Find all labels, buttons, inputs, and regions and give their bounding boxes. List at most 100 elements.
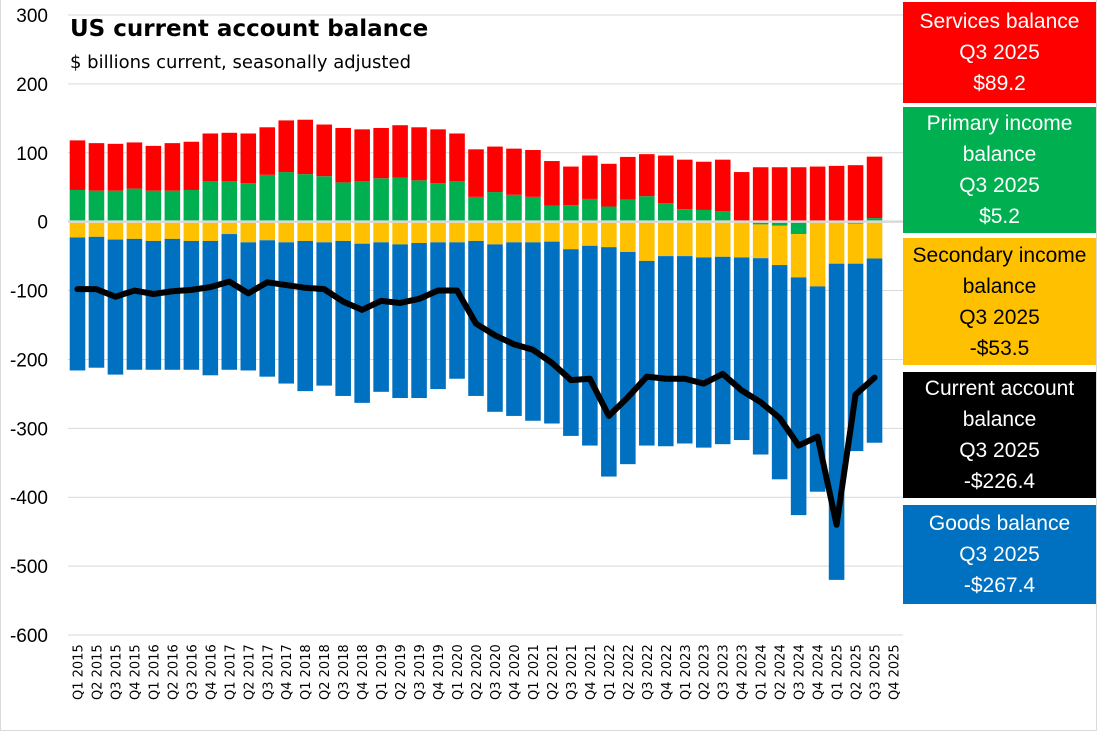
chart-title: US current account balance [70,16,429,42]
bar-primary-income-balance [88,190,105,222]
bar-services-balance [544,161,560,206]
bar-secondary-income-balance [107,221,124,240]
bar-primary-income-balance [430,183,446,222]
panel-value: -$53.5 [969,336,1030,360]
bar-primary-income-balance [183,189,200,222]
bar-goods-balance [582,245,598,446]
bar-goods-balance [620,251,636,465]
bar-primary-income-balance [582,198,598,222]
bar-goods-balance [88,236,105,368]
bar-primary-income-balance [676,209,693,222]
bar-goods-balance [658,256,674,447]
bar-primary-income-balance [525,196,541,222]
bar-secondary-income-balance [221,221,238,235]
x-tick-label: Q3 2016 [185,644,200,700]
secondary-income-balance-panel: Secondary income balance Q3 2025 -$53.5 [903,238,1096,365]
bar-secondary-income-balance [487,221,503,245]
bar-services-balance [828,165,845,222]
x-tick-label: Q2 2022 [622,644,637,700]
bar-primary-income-balance [107,190,124,222]
bar-goods-balance [297,240,313,392]
bar-services-balance [525,150,541,197]
bar-secondary-income-balance [88,221,105,237]
panel-value: $5.2 [979,205,1020,228]
bar-goods-balance [771,265,788,480]
bar-services-balance [601,163,617,207]
x-tick-label: Q2 2020 [470,644,485,700]
bar-goods-balance [202,240,219,376]
bar-primary-income-balance [145,190,162,222]
bar-secondary-income-balance [809,221,826,287]
bar-primary-income-balance [695,209,712,222]
bar-secondary-income-balance [145,221,162,241]
bar-primary-income-balance [506,194,522,222]
bar-secondary-income-balance [411,221,427,244]
bar-primary-income-balance [316,176,332,222]
bar-secondary-income-balance [601,221,617,248]
bar-goods-balance [278,242,295,384]
bar-services-balance [790,167,807,222]
current-account-line [74,278,878,528]
x-tick-label: Q2 2017 [242,644,257,700]
bar-primary-income-balance [411,180,427,222]
bar-goods-balance [354,243,370,403]
bar-services-balance [449,133,465,182]
bar-primary-income-balance [164,190,181,222]
bars [69,119,883,580]
x-tick-label: Q3 2021 [565,644,580,700]
bar-secondary-income-balance [506,221,522,243]
bar-primary-income-balance [335,182,351,222]
panel-value: -$226.4 [963,470,1036,493]
bar-goods-balance [145,240,162,370]
bar-secondary-income-balance [847,223,864,264]
bar-services-balance [259,127,276,175]
panel-label: Services balance [919,10,1080,33]
bar-primary-income-balance [487,192,503,222]
bar-secondary-income-balance [525,221,541,243]
panel-label-2: balance [962,408,1037,431]
y-tick-label: -200 [10,350,48,371]
bar-primary-income-balance [240,183,257,222]
y-tick-label: -600 [10,626,48,647]
x-tick-label: Q4 2021 [584,644,599,700]
bar-secondary-income-balance [866,221,883,259]
bar-secondary-income-balance [676,221,693,257]
panel-period: Q3 2025 [959,41,1040,64]
bar-secondary-income-balance [582,221,598,246]
x-tick-label: Q3 2024 [793,644,808,700]
bar-goods-balance [259,240,276,377]
y-tick-label: 200 [16,75,48,96]
bar-primary-income-balance [126,188,143,222]
bar-goods-balance [601,247,617,477]
x-tick-label: Q3 2015 [109,644,124,700]
y-tick-label: 100 [16,144,48,165]
bar-secondary-income-balance [202,221,219,241]
bar-goods-balance [449,242,465,379]
bar-primary-income-balance [771,221,788,226]
bar-goods-balance [525,242,541,421]
bar-goods-balance [430,242,446,390]
bar-goods-balance [714,256,731,445]
bar-services-balance [183,141,200,190]
bar-primary-income-balance [392,177,408,222]
panel-period: Q3 2025 [959,543,1040,566]
bar-primary-income-balance [563,205,579,222]
bar-secondary-income-balance [240,221,257,243]
bar-goods-balance [752,258,769,455]
bar-goods-balance [373,242,389,392]
bar-primary-income-balance [259,174,276,222]
bar-services-balance [240,133,257,184]
x-tick-label: Q3 2019 [413,644,428,700]
bar-services-balance [202,133,219,182]
panel-label-2: balance [962,143,1037,166]
bar-primary-income-balance [221,181,238,222]
x-tick-label: Q2 2025 [850,644,865,700]
x-tick-label: Q1 2024 [755,644,770,700]
x-tick-label: Q2 2018 [318,644,333,700]
bar-services-balance [752,167,769,222]
bar-goods-balance [866,258,883,443]
bar-services-balance [373,127,389,179]
bar-goods-balance [487,244,503,412]
bar-secondary-income-balance [126,221,143,239]
x-tick-label: Q1 2021 [527,644,542,700]
